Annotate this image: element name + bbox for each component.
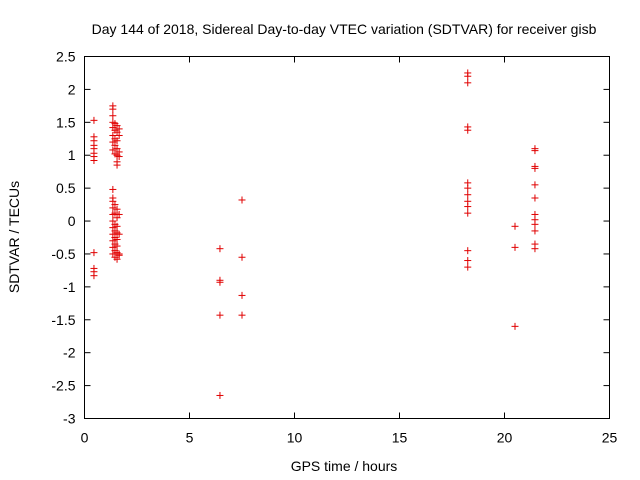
data-point — [531, 194, 539, 202]
data-point — [90, 156, 98, 164]
data-point — [113, 222, 121, 230]
data-point — [531, 147, 539, 155]
x-tick-label: 20 — [497, 430, 513, 446]
data-point — [115, 153, 123, 161]
data-point — [115, 230, 123, 238]
data-point — [216, 245, 224, 253]
y-tick-label: 1 — [68, 147, 76, 163]
data-point — [238, 196, 246, 204]
data-point — [113, 161, 121, 169]
data-point — [464, 191, 472, 199]
data-point — [464, 126, 472, 134]
data-point — [111, 209, 119, 217]
y-tick: -2 — [63, 345, 610, 361]
x-tick: 15 — [392, 56, 408, 446]
y-tick-label: -2.5 — [51, 378, 75, 394]
x-tick: 5 — [186, 56, 194, 446]
data-point — [511, 222, 519, 230]
data-point — [238, 291, 246, 299]
data-point — [90, 249, 98, 257]
data-point — [109, 185, 117, 193]
y-tick-label: 1.5 — [56, 114, 76, 130]
x-axis: 0 5 10 15 20 25 — [81, 56, 618, 446]
y-tick-label: 2 — [68, 81, 76, 97]
y-tick: -0.5 — [51, 246, 610, 262]
data-point — [113, 205, 121, 213]
data-point — [464, 72, 472, 80]
y-tick: 1 — [68, 147, 610, 163]
x-tick-label: 10 — [287, 430, 303, 446]
data-point — [111, 201, 119, 209]
y-tick-label: -1 — [63, 279, 76, 295]
data-point — [113, 242, 121, 250]
data-point — [216, 278, 224, 286]
chart-title: Day 144 of 2018, Sidereal Day-to-day VTE… — [92, 21, 597, 37]
data-point — [238, 311, 246, 319]
y-axis: -3 -2.5 -2 -1.5 -1 -0.5 0 0.5 1 1.5 2 2.5 — [51, 49, 610, 427]
y-tick: 2 — [68, 81, 610, 97]
data-point — [238, 253, 246, 261]
x-tick-label: 0 — [81, 430, 89, 446]
data-point — [109, 146, 117, 154]
data-point — [115, 131, 123, 139]
data-point — [464, 209, 472, 217]
data-point — [113, 235, 121, 243]
data-point — [464, 257, 472, 265]
x-tick-label: 15 — [392, 430, 408, 446]
x-tick-label: 25 — [602, 430, 618, 446]
y-tick: -1 — [63, 279, 610, 295]
data-point — [216, 391, 224, 399]
y-tick-label: -3 — [63, 411, 76, 427]
data-point — [115, 251, 123, 259]
data-point — [531, 227, 539, 235]
y-tick: -1.5 — [51, 312, 610, 328]
y-tick: 0.5 — [56, 180, 610, 196]
x-tick: 20 — [497, 56, 513, 446]
data-point — [464, 203, 472, 211]
data-point — [90, 272, 98, 280]
data-point — [531, 164, 539, 172]
data-point — [115, 125, 123, 133]
data-point — [464, 263, 472, 271]
y-tick-label: -1.5 — [51, 312, 75, 328]
data-point — [109, 105, 117, 113]
plot-area-border — [84, 56, 610, 419]
data-points — [90, 69, 539, 399]
x-tick: 10 — [287, 56, 303, 446]
data-point — [511, 322, 519, 330]
y-tick: 0 — [68, 213, 610, 229]
data-point — [90, 116, 98, 124]
data-point — [113, 255, 121, 263]
data-point — [531, 181, 539, 189]
data-point — [531, 245, 539, 253]
y-tick-label: -2 — [63, 345, 76, 361]
data-point — [109, 112, 117, 120]
data-point — [115, 210, 123, 218]
data-point — [464, 79, 472, 87]
data-point — [531, 220, 539, 228]
y-tick: -2.5 — [51, 378, 610, 394]
y-tick: 1.5 — [56, 114, 610, 130]
data-point — [511, 243, 519, 251]
y-tick-label: 0.5 — [56, 180, 76, 196]
y-tick-label: 2.5 — [56, 49, 76, 65]
y-axis-label: SDTVAR / TECUs — [6, 181, 22, 293]
data-point — [464, 247, 472, 255]
data-point — [216, 311, 224, 319]
x-tick-label: 5 — [186, 430, 194, 446]
data-point — [113, 137, 121, 145]
x-axis-label: GPS time / hours — [291, 458, 398, 474]
y-tick-label: -0.5 — [51, 246, 75, 262]
data-point — [464, 184, 472, 192]
y-tick-label: 0 — [68, 213, 76, 229]
